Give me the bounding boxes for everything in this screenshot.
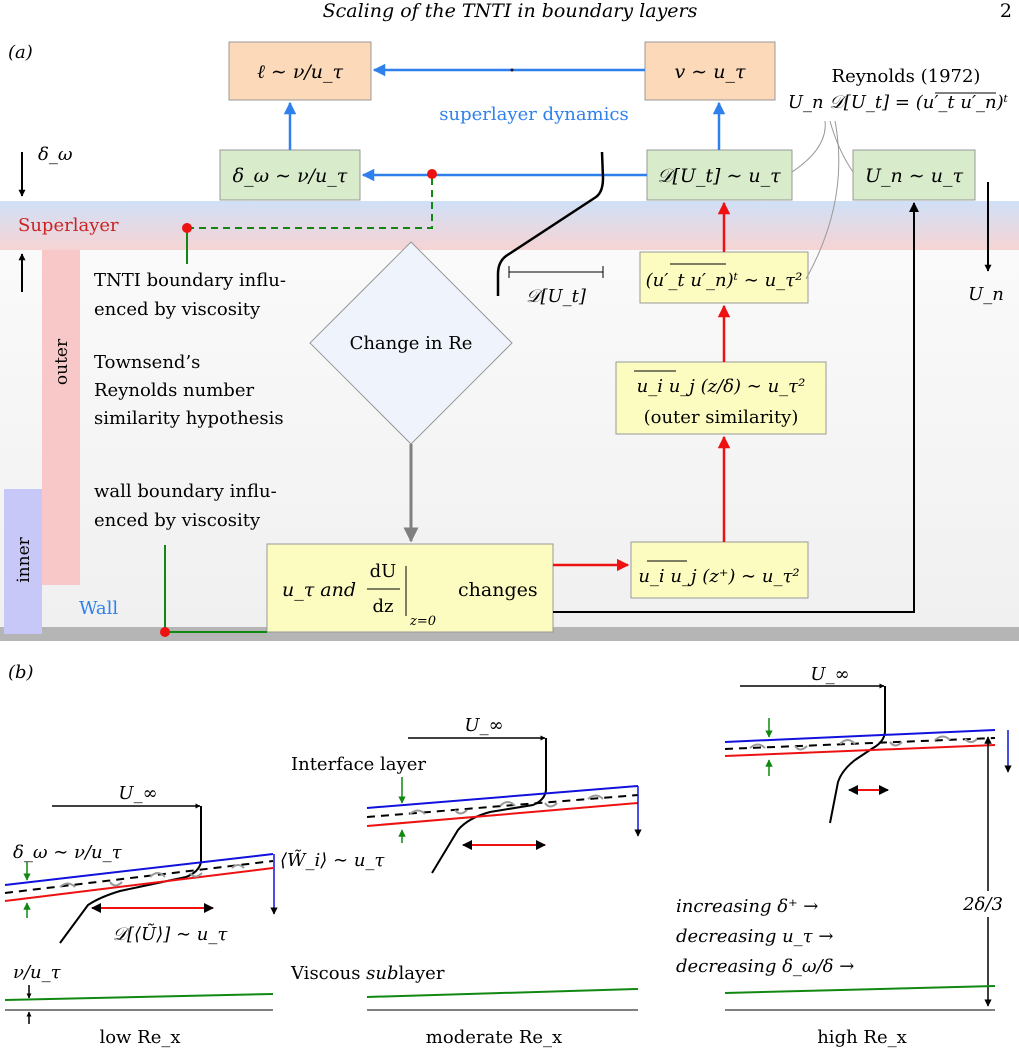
dot-superlayer-left: [182, 223, 192, 233]
wall-change-num: dU: [370, 561, 397, 582]
wall-change-part2: changes: [458, 579, 538, 601]
mod-viscous-pre: Viscous: [290, 963, 366, 984]
wall-label: Wall: [79, 598, 118, 619]
superlayer-band: [0, 201, 1019, 250]
reynolds-curve-2: [829, 120, 854, 173]
high-dec-u-label: decreasing u_τ →: [676, 926, 833, 947]
high-inc-label: increasing δ⁺ →: [676, 896, 818, 917]
box-delta-omega-text: δ_ω ∼ ν/u_τ: [233, 165, 348, 187]
Un-side-label: U_n: [968, 284, 1004, 305]
low-re-sketch: U_∞ δ_ω ∼ ν/u_τ ⟨W̃_i⟩ ∼ u_τ 𝒟[⟨Ũ⟩] ∼ u_…: [4, 783, 385, 1048]
mod-interface-label: Interface layer: [291, 754, 426, 775]
high-dec-d-label: decreasing δ_ω/δ →: [676, 956, 854, 977]
box-flux: [639, 251, 809, 304]
mod-viscous-post: layer: [399, 963, 445, 984]
mod-eddies: [409, 794, 604, 815]
box-flux-text: (u′_t u′_n)ᵗ ∼ u_τ²: [646, 270, 803, 291]
box-outer-similarity: [615, 361, 827, 435]
wall-strip: [0, 627, 1019, 641]
tnti-label-1: TNTI boundary influ-: [94, 270, 286, 291]
box-D-Ut-text: 𝒟[U_t] ∼ u_τ: [657, 165, 781, 187]
mod-velocity-profile: [431, 738, 547, 874]
superlayer-label: Superlayer: [18, 215, 119, 236]
box-inner-sim-text: u_i u_j (z⁺) ∼ u_τ²: [638, 566, 799, 587]
velocity-profile-a: [496, 151, 605, 296]
low-w-label: ⟨W̃_i⟩ ∼ u_τ: [280, 849, 385, 871]
low-caption: low Re_x: [99, 1027, 180, 1048]
reynolds-curve-3: [805, 120, 840, 280]
box-ell-text: ℓ ∼ ν/u_τ: [257, 61, 344, 83]
reynolds-curve-1: [791, 120, 826, 173]
wall-change-sub: z=0: [409, 614, 436, 629]
mod-blue-line: [366, 785, 639, 809]
mod-green-line: [366, 988, 639, 998]
wall-bnd-label-2: enced by viscosity: [94, 510, 261, 531]
high-red-line: [724, 744, 996, 757]
mod-caption: moderate Re_x: [426, 1027, 562, 1048]
arrow-wall-to-Un: [553, 202, 919, 613]
tnti-label-2: enced by viscosity: [94, 299, 261, 320]
high-green-line: [724, 985, 996, 994]
townsend-label-1: Townsend’s: [94, 352, 200, 373]
diamond-text: Change in Re: [350, 333, 473, 354]
superlayer-dynamics-label: superlayer dynamics: [439, 104, 628, 125]
mod-red-line: [366, 802, 639, 827]
inner-region-bar: [4, 489, 42, 634]
high-eddies: [749, 735, 978, 751]
high-re-sketch: U_∞ 2δ/3 increasing δ⁺ → decreasing u_τ …: [676, 664, 1014, 1048]
running-title: Scaling of the TNTI in boundary layers: [323, 0, 698, 22]
dot-wall: [160, 627, 170, 637]
low-blue-line: [4, 853, 274, 886]
low-nu-label: ν/u_τ: [13, 962, 62, 983]
box-wall-change: [266, 543, 554, 633]
low-green-line: [4, 993, 274, 1001]
low-uinf-label: U_∞: [118, 783, 157, 804]
townsend-label-2: Reynolds number: [94, 380, 254, 401]
reynolds-eq: U_n 𝒟[U_t] = (u′_t u′_n)ᵗ: [788, 92, 1009, 113]
reynolds-ref: Reynolds (1972): [832, 66, 981, 87]
low-red-line: [4, 867, 274, 902]
mod-viscous-label: Viscous sublayer: [290, 963, 445, 984]
box-Un-text: U_n ∼ u_τ: [865, 165, 963, 187]
high-blue-line: [724, 729, 996, 743]
panel-b-label: (b): [8, 662, 34, 683]
box-outer-sim-text: u_i u_j (z/δ) ∼ u_τ²: [637, 376, 806, 397]
box-v-text: v ∼ u_τ: [675, 61, 746, 83]
box-v-scaling: [644, 41, 776, 101]
page-number: 2: [1000, 0, 1012, 22]
high-2delta-label-bg: [952, 891, 1014, 917]
high-uinf-label: U_∞: [810, 664, 849, 685]
D-Ut-width-label: 𝒟[U_t]: [526, 286, 587, 307]
wall-change-part1: u_τ and: [282, 579, 356, 601]
high-velocity-profile: [829, 686, 886, 824]
inner-label: inner: [14, 536, 34, 582]
wall-change-den: dz: [372, 596, 393, 617]
green-dashed-connector: [187, 174, 433, 229]
dot-delta-arrow: [427, 169, 437, 179]
mod-viscous-sub: sub: [366, 963, 398, 984]
low-dashed-line: [4, 860, 274, 894]
low-d-label: 𝒟[⟨Ũ⟩] ∼ u_τ: [113, 922, 229, 945]
wall-bnd-label-1: wall boundary influ-: [94, 481, 277, 502]
mod-uinf-label: U_∞: [464, 715, 503, 736]
arrow-mid-dot: [510, 68, 514, 72]
delta-omega-side-label: δ_ω: [38, 144, 73, 165]
box-Un: [852, 149, 976, 201]
high-2delta-label: 2δ/3: [962, 894, 1003, 915]
outer-label: outer: [52, 338, 72, 385]
box-outer-sim-note: (outer similarity): [644, 407, 799, 428]
townsend-label-3: similarity hypothesis: [94, 408, 284, 429]
low-delta-omega-label: δ_ω ∼ ν/u_τ: [13, 842, 123, 863]
moderate-re-sketch: U_∞ Interface layer Viscous sublayer mod…: [290, 715, 642, 1048]
low-eddies: [59, 864, 245, 888]
high-caption: high Re_x: [817, 1027, 907, 1048]
panel-a-label: (a): [8, 42, 33, 63]
box-inner-similarity: [630, 541, 809, 599]
outer-region-bar: [42, 250, 80, 585]
box-ell-scaling: [228, 41, 372, 101]
low-velocity-profile: [59, 806, 202, 944]
